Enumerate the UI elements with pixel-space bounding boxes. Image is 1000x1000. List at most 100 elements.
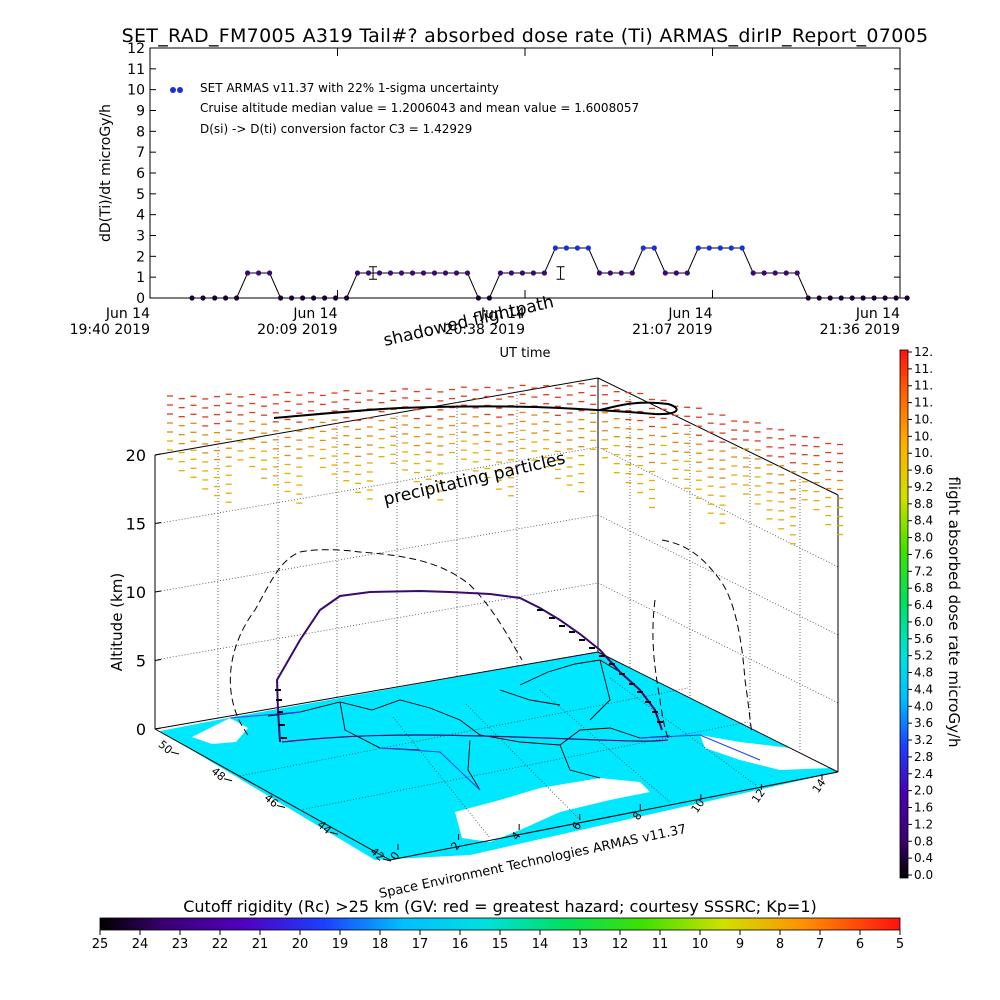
colorbar-bottom-tick-label: 12 [612,937,629,952]
x-tick-label: 19:40 2019 [70,322,150,338]
ground-track [281,734,669,743]
colorbar-bottom-tick-label: 15 [492,937,509,952]
data-point [618,270,624,276]
data-point [354,270,361,276]
data-point [794,270,800,276]
land-area [455,778,650,842]
data-point [453,270,460,276]
colorbar-right-tick-label: 4.0 [914,699,933,713]
data-point [750,270,756,276]
y-axis-label: dD(Ti)/dt microGy/h [98,104,114,242]
annotation-precipitating: precipitating particles [382,449,568,510]
colorbar-right-tick-label: 8.8 [914,497,933,511]
colorbar-right-tick-label: 11. [914,362,933,376]
colorbar-bottom-tick-label: 7 [816,937,824,952]
colorbar-right-tick-label: 10. [914,446,933,460]
data-point [365,270,372,276]
colorbar-bottom-tick-label: 23 [172,937,189,952]
data-point [398,270,405,276]
colorbar-right-tick-label: 1.6 [914,801,933,815]
colorbar-bottom-tick-label: 24 [132,937,149,952]
colorbar-right-tick-label: 7.6 [914,547,933,561]
legend-marker [177,87,183,93]
x-tick-label: Jun 14 [105,306,150,322]
colorbar-right-ticks: 0.0 0.4 0.8 1.2 1.6 2.0 2.4 2.8 3.2 3.6 4.0 4.4 4.8 5… [908,345,933,882]
data-point [563,245,570,251]
colorbar-bottom-tick-label: 16 [452,937,469,952]
z-tick-label: 0 [136,720,146,739]
x-tick-label: Jun 14 [667,306,712,322]
data-point [267,270,273,276]
data-point [739,245,745,251]
x-tick-label: Jun 14 [480,306,525,322]
data-point [838,295,844,301]
colorbar-right-tick-label: 6.4 [914,598,933,612]
lat-tick [276,805,286,808]
colorbar-right-tick-label: 3.2 [914,733,933,747]
x-tick-label: 21:36 2019 [820,322,900,338]
data-point [882,295,888,301]
y-tick-label: 11 [127,62,145,78]
colorbar-right-tick-label: 7.2 [914,564,933,578]
colorbar-bottom-tick-label: 14 [532,937,549,952]
z-tick-label: 10 [126,583,146,602]
data-point [904,295,910,301]
data-point [893,295,899,301]
x-tick-label: 20:09 2019 [257,322,337,338]
y-tick-label: 12 [127,41,145,57]
sea-area [160,652,838,860]
colorbar-right-tick-label: 3.6 [914,716,933,730]
data-point [497,270,503,276]
flight-path-3d-upper [273,401,678,419]
y-tick-label: 1 [136,270,145,286]
colorbar-right-tick-label: 5.2 [914,649,933,663]
data-point [706,245,712,251]
y-tick-label: 8 [136,124,145,140]
data-point [728,245,734,251]
y-tick-label: 9 [136,104,145,120]
colorbar-right-tick-label: 4.8 [914,666,933,680]
data-point [508,270,514,276]
colorbar-bottom-tick-label: 9 [736,937,744,952]
data-point [596,270,603,276]
lat-tick [329,831,339,835]
colorbar-bottom-tick-label: 20 [292,937,309,952]
data-point [783,270,789,276]
colorbar-bottom-tick-label: 8 [776,937,784,952]
data-point [420,270,427,276]
data-point [574,245,581,251]
data-point [827,295,833,301]
colorbar-right-tick-label: 1.2 [914,817,933,831]
colorbar-bottom-tick-label: 10 [692,937,709,952]
data-point [409,270,416,276]
colorbar-right-tick-label: 10. [914,429,933,443]
country-borders [267,659,671,791]
data-point [585,245,592,251]
data-point [849,295,855,301]
z-axis: 0 5 10 15 20 [126,446,162,739]
colorbar-right-tick-label: 9.2 [914,480,933,494]
z-tick-label: 20 [126,446,146,465]
x-axis-label: UT time [500,346,551,361]
data-point [322,295,328,301]
z-tick [154,659,162,661]
data-point [311,295,317,301]
lat-tick [382,858,392,862]
colorbar-right-tick-label: 11. [914,396,933,410]
colorbar-right-tick-label: 6.8 [914,581,933,595]
colorbar-right: 0.0 0.4 0.8 1.2 1.6 2.0 2.4 2.8 3.2 3.6 4.0 4.4 4.8 5… [899,345,963,882]
colorbar-right-tick-label: 0.4 [914,851,933,865]
y-tick-label: 4 [136,208,145,224]
z-tick [154,727,162,730]
lon-tick-label: 14 [810,777,829,796]
x-tick-label: Jun 14 [855,306,900,322]
colorbar-right-tick-label: 8.4 [914,514,933,528]
colorbar-bottom-tick-label: 21 [252,937,269,952]
y-tick-label: 10 [127,83,145,99]
legend-line-3: D(si) -> D(ti) conversion factor C3 = 1.… [200,122,472,136]
colorbar-right-tick-label: 8.0 [914,531,933,545]
y-tick-label: 2 [136,249,145,265]
